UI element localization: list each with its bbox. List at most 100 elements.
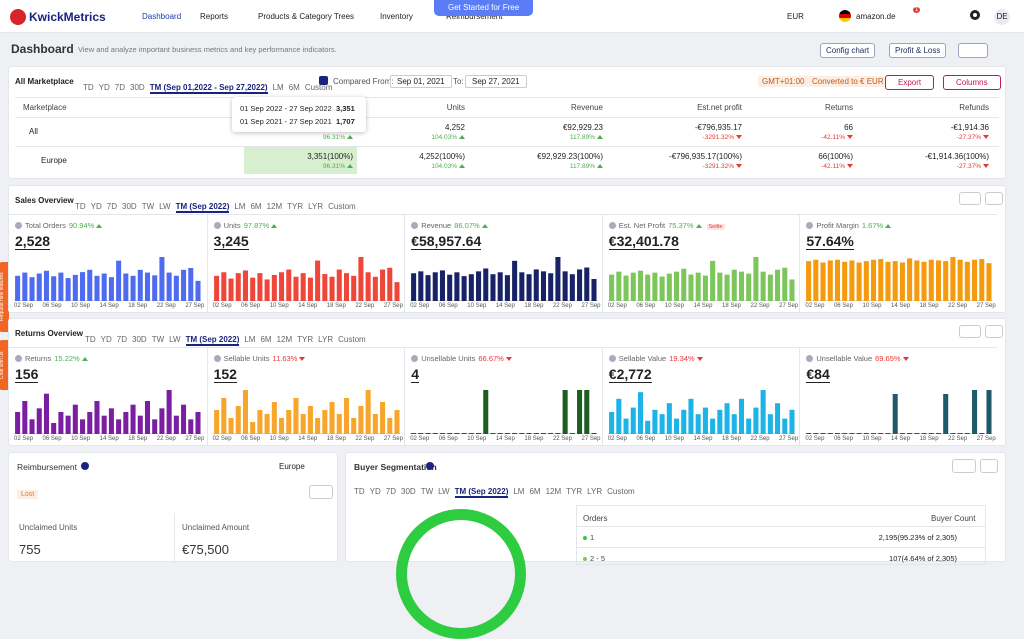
- nav-item[interactable]: Reports: [200, 12, 229, 21]
- currency[interactable]: EUR: [787, 12, 804, 21]
- header-button[interactable]: Profit & Loss: [889, 43, 947, 58]
- period-tab[interactable]: Custom: [328, 202, 356, 211]
- period-tab[interactable]: 30D: [122, 202, 137, 211]
- row-name: All: [29, 127, 38, 136]
- bar: [957, 259, 964, 301]
- go-button[interactable]: [309, 485, 333, 499]
- period-tab[interactable]: TYR: [287, 202, 304, 211]
- period-tab[interactable]: 30D: [132, 335, 147, 344]
- period-tab[interactable]: LM: [234, 202, 246, 211]
- axis-label: 22 Sep: [156, 436, 176, 442]
- period-tab[interactable]: LM: [272, 83, 284, 92]
- header-button[interactable]: Config chart: [820, 43, 876, 58]
- period-tab[interactable]: 7D: [116, 335, 128, 344]
- bar: [760, 271, 766, 301]
- nav-item[interactable]: Inventory: [380, 12, 413, 21]
- bar: [885, 433, 891, 434]
- trend-arrow: [96, 224, 103, 228]
- period-tab[interactable]: YD: [90, 202, 102, 211]
- period-tab[interactable]: LM: [244, 335, 256, 344]
- period-tab[interactable]: 12M: [276, 335, 293, 344]
- period-tab[interactable]: 30D: [130, 83, 145, 92]
- period-tab[interactable]: LW: [169, 335, 181, 344]
- nav-item[interactable]: Products & Category Trees: [258, 12, 355, 21]
- nav-item[interactable]: Dashboard: [142, 12, 182, 21]
- period-tab[interactable]: LW: [159, 202, 171, 211]
- bar: [562, 271, 568, 301]
- bar: [541, 271, 547, 301]
- page-title: Dashboard: [11, 42, 74, 56]
- period-tab[interactable]: 7D: [114, 83, 126, 92]
- bar: [813, 259, 819, 301]
- more-button[interactable]: [980, 459, 998, 473]
- bar: [950, 433, 956, 434]
- settings[interactable]: [970, 10, 980, 20]
- period-tab[interactable]: TW: [420, 487, 434, 496]
- period-tab[interactable]: Custom: [338, 335, 366, 344]
- period-tab[interactable]: Custom: [607, 487, 635, 496]
- period-tab[interactable]: LYR: [308, 202, 324, 211]
- period-tab[interactable]: TM (Sep 2022): [454, 487, 509, 498]
- date-from[interactable]: Sep 01, 2021: [390, 75, 452, 88]
- cta-button[interactable]: Get Started for Free: [434, 0, 534, 16]
- period-tab[interactable]: 7D: [385, 487, 397, 496]
- table-button[interactable]: Columns: [943, 75, 1001, 90]
- period-tab[interactable]: TW: [141, 202, 155, 211]
- period-tab[interactable]: TM (Sep 2022): [185, 335, 240, 346]
- axis-label: 22 Sep: [948, 303, 968, 309]
- period-tab[interactable]: TYR: [566, 487, 583, 496]
- more-button[interactable]: [985, 192, 1003, 205]
- period-tab[interactable]: 7D: [106, 202, 118, 211]
- period-tab[interactable]: YD: [100, 335, 112, 344]
- cell-value: 66(100%): [818, 152, 853, 161]
- checkbox[interactable]: [319, 76, 328, 85]
- period-tab[interactable]: YD: [369, 487, 381, 496]
- period-tab[interactable]: Custom: [304, 83, 333, 92]
- metric-label: Unclaimed Amount: [182, 523, 250, 532]
- period-tab[interactable]: YD: [98, 83, 110, 92]
- bar: [885, 261, 891, 301]
- period-tab[interactable]: 6M: [250, 202, 262, 211]
- period-tab[interactable]: 6M: [260, 335, 272, 344]
- period-tab[interactable]: LW: [438, 487, 450, 496]
- go-button[interactable]: [959, 192, 981, 205]
- axis-label: 06 Sep: [833, 436, 853, 442]
- bar: [782, 418, 788, 434]
- period-tab[interactable]: TD: [83, 83, 94, 92]
- period-tab[interactable]: 12M: [545, 487, 562, 496]
- period-tab[interactable]: 30D: [401, 487, 416, 496]
- period-tab[interactable]: 12M: [266, 202, 283, 211]
- bar: [159, 257, 165, 301]
- axis-label: 02 Sep: [410, 303, 430, 309]
- date-to[interactable]: Sep 27, 2021: [465, 75, 527, 88]
- bar: [828, 260, 834, 301]
- period-tab[interactable]: LM: [513, 487, 525, 496]
- period-tab[interactable]: LYR: [318, 335, 334, 344]
- region-select[interactable]: Europe: [279, 462, 305, 471]
- axis-label: 10 Sep: [862, 436, 882, 442]
- table-button[interactable]: Export: [885, 75, 935, 90]
- store[interactable]: amazon.de: [856, 12, 896, 21]
- period-tab[interactable]: TW: [151, 335, 165, 344]
- refresh-button[interactable]: [958, 43, 988, 58]
- bar: [447, 274, 453, 301]
- bar: [652, 409, 658, 434]
- period-tab[interactable]: TM (Sep 2022): [175, 202, 230, 213]
- period-tab[interactable]: TYR: [297, 335, 314, 344]
- go-button[interactable]: [959, 325, 981, 338]
- period-tab[interactable]: LYR: [587, 487, 603, 496]
- period-tab[interactable]: TD: [75, 202, 86, 211]
- period-tab[interactable]: TD: [354, 487, 365, 496]
- period-tab[interactable]: TM (Sep 01,2022 - Sep 27,2022): [149, 83, 268, 94]
- brand: KwickMetrics: [29, 10, 106, 24]
- period-tab[interactable]: 6M: [529, 487, 541, 496]
- period-tab[interactable]: 6M: [288, 83, 300, 92]
- trend-arrow: [459, 135, 465, 139]
- axis-label: 14 Sep: [298, 436, 318, 442]
- bar: [806, 433, 812, 434]
- more-button[interactable]: [985, 325, 1003, 338]
- period-tab[interactable]: TD: [85, 335, 96, 344]
- nav-item[interactable]: Reimbursement: [446, 12, 503, 21]
- avatar[interactable]: DE: [994, 9, 1010, 25]
- go-button[interactable]: [952, 459, 976, 473]
